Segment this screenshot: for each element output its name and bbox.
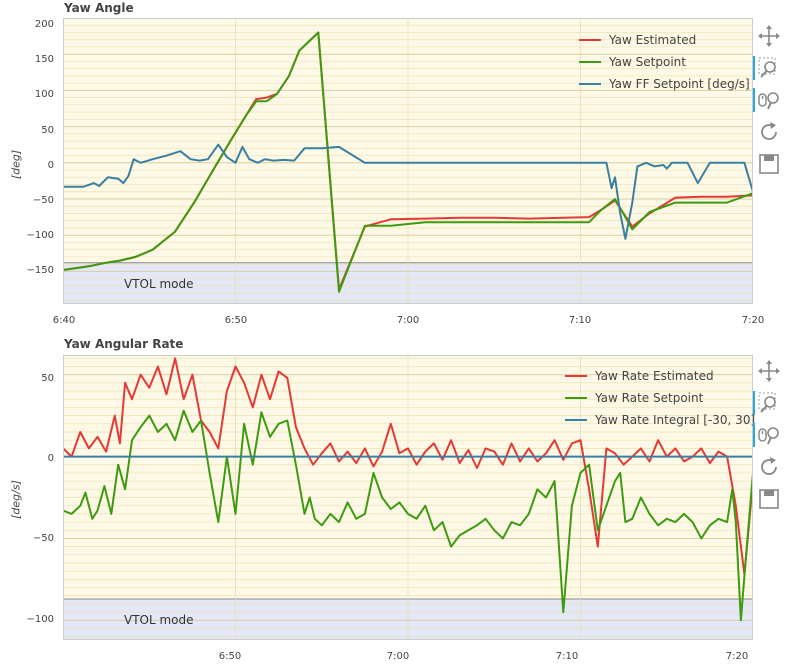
series-line-yaw-rate-setpoint bbox=[63, 409, 753, 622]
y-tick-label: 150 bbox=[34, 54, 54, 65]
save-tool[interactable] bbox=[757, 487, 781, 511]
legend-item-yaw-setpoint[interactable]: Yaw Setpoint bbox=[579, 51, 750, 73]
x-tick-label: 6:50 bbox=[218, 651, 242, 662]
y-tick-label: 0 bbox=[47, 160, 54, 171]
box-zoom-tool[interactable] bbox=[753, 391, 781, 415]
legend-label: Yaw Rate Estimated bbox=[595, 369, 714, 383]
reset-tool[interactable] bbox=[757, 120, 781, 144]
legend-label: Yaw Setpoint bbox=[609, 55, 686, 69]
reset-tool[interactable] bbox=[757, 455, 781, 479]
x-tick-label: 6:50 bbox=[224, 315, 248, 326]
x-tick-label: 7:20 bbox=[725, 651, 749, 662]
box-zoom-tool[interactable] bbox=[753, 56, 781, 80]
pan-tool[interactable] bbox=[757, 24, 781, 48]
save-icon bbox=[759, 154, 779, 174]
legend-item-yaw-rate-integral[interactable]: Yaw Rate Integral [-30, 30] bbox=[565, 409, 755, 431]
x-tick-label: 7:00 bbox=[386, 651, 410, 662]
vtol-mode-label: VTOL mode bbox=[124, 277, 194, 291]
yaw-angle-plot[interactable] bbox=[63, 18, 753, 304]
x-tick-label: 7:20 bbox=[741, 315, 765, 326]
y-tick-label: 100 bbox=[34, 89, 54, 100]
chart-legend: Yaw Estimated Yaw Setpoint Yaw FF Setpoi… bbox=[579, 29, 750, 95]
legend-label: Yaw Rate Integral [-30, 30] bbox=[595, 413, 756, 427]
yaw-rate-panel: Yaw Angular Rate [deg/s] 50 0 −50 −100 V… bbox=[0, 335, 788, 669]
x-tick-label: 7:10 bbox=[568, 315, 592, 326]
y-tick-label: 50 bbox=[41, 125, 54, 136]
vtol-mode-label: VTOL mode bbox=[124, 613, 194, 627]
legend-item-yaw-estimated[interactable]: Yaw Estimated bbox=[579, 29, 750, 51]
reset-icon bbox=[761, 122, 777, 140]
y-tick-label: 50 bbox=[41, 373, 54, 384]
series-line-yaw-ff-setpoint-deg-s bbox=[63, 143, 753, 240]
plot-border bbox=[63, 18, 753, 304]
x-tick-label: 6:40 bbox=[52, 315, 76, 326]
wheel-zoom-icon bbox=[758, 92, 779, 110]
chart-toolbar bbox=[753, 24, 781, 184]
legend-label: Yaw FF Setpoint [deg/s] bbox=[609, 77, 750, 91]
y-tick-label: −50 bbox=[32, 533, 54, 544]
save-tool[interactable] bbox=[757, 152, 781, 176]
legend-label: Yaw Rate Setpoint bbox=[595, 391, 704, 405]
x-tick-label: 7:10 bbox=[555, 651, 579, 662]
chart-title: Yaw Angle bbox=[64, 1, 134, 15]
chart-title: Yaw Angular Rate bbox=[64, 337, 184, 351]
y-tick-label: −100 bbox=[26, 230, 54, 241]
zoom-icon bbox=[758, 57, 776, 78]
yaw-angle-panel: Yaw Angle [deg] 200 150 100 50 0 −50 −10… bbox=[10, 1, 781, 326]
save-icon bbox=[759, 489, 779, 509]
legend-label: Yaw Estimated bbox=[609, 33, 697, 47]
y-tick-label: 0 bbox=[47, 453, 54, 464]
wheel-zoom-icon bbox=[758, 427, 779, 445]
pan-tool[interactable] bbox=[757, 359, 781, 383]
legend-item-yaw-ff-setpoint[interactable]: Yaw FF Setpoint [deg/s] bbox=[579, 73, 750, 95]
y-tick-label: −150 bbox=[26, 265, 54, 276]
y-axis-label: [deg/s] bbox=[9, 480, 23, 519]
yaw-rate-plot[interactable] bbox=[63, 355, 753, 640]
wheel-zoom-tool[interactable] bbox=[753, 423, 781, 447]
y-tick-label: −50 bbox=[32, 195, 54, 206]
zoom-icon bbox=[758, 392, 776, 413]
move-icon bbox=[758, 25, 780, 47]
y-tick-label: 200 bbox=[34, 19, 54, 30]
legend-item-yaw-rate-setpoint[interactable]: Yaw Rate Setpoint bbox=[565, 387, 755, 409]
move-icon bbox=[758, 360, 780, 382]
chart-toolbar bbox=[753, 359, 781, 519]
wheel-zoom-tool[interactable] bbox=[753, 88, 781, 112]
chart-legend: Yaw Rate Estimated Yaw Rate Setpoint Yaw… bbox=[565, 365, 755, 431]
legend-item-yaw-rate-estimated[interactable]: Yaw Rate Estimated bbox=[565, 365, 755, 387]
y-tick-label: −100 bbox=[26, 614, 54, 625]
reset-icon bbox=[761, 457, 777, 475]
plot-border bbox=[63, 355, 753, 640]
x-tick-label: 7:00 bbox=[396, 315, 420, 326]
series-line-yaw-setpoint bbox=[63, 31, 753, 293]
series-line-yaw-rate-estimated bbox=[63, 357, 753, 576]
